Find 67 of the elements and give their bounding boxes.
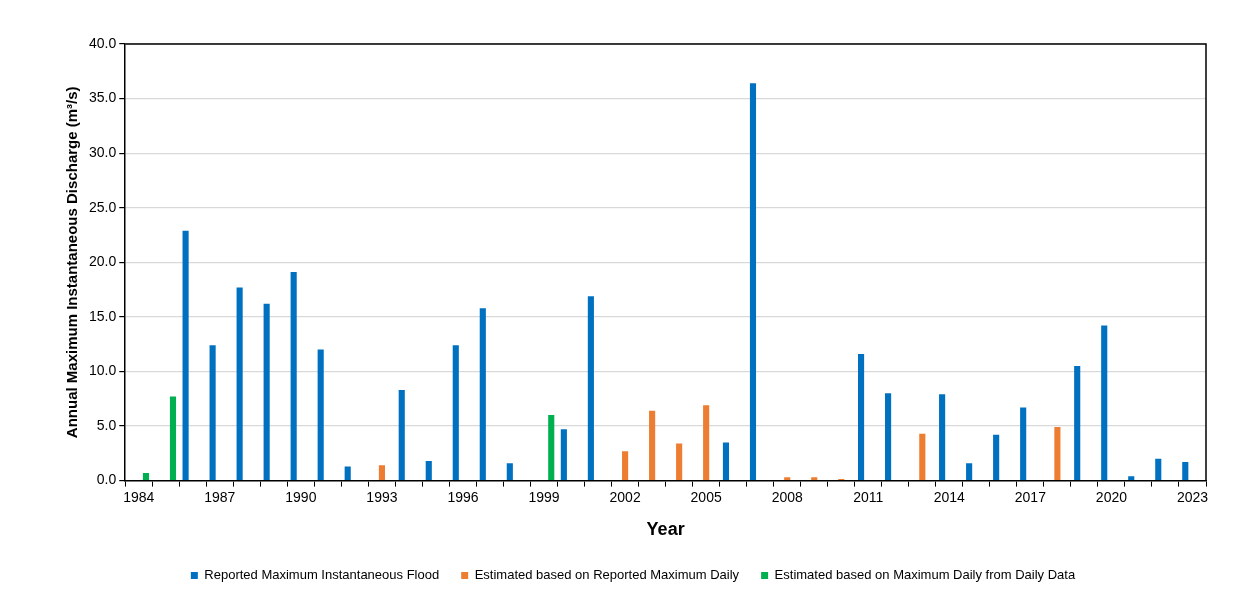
bar <box>344 466 351 480</box>
x-tick-label: 2014 <box>933 488 966 505</box>
bar <box>722 442 730 480</box>
bar <box>649 410 656 480</box>
bar <box>236 287 243 480</box>
bar <box>811 477 818 480</box>
y-tick-label: 30.0 <box>89 144 117 161</box>
bar <box>169 396 177 480</box>
bar <box>993 434 1000 480</box>
bar <box>1155 458 1162 480</box>
bar <box>263 303 270 480</box>
y-tick-label: 35.0 <box>89 89 117 106</box>
bar <box>398 390 405 480</box>
bar <box>676 443 683 480</box>
y-tick-label: 20.0 <box>89 253 117 270</box>
bar <box>587 296 594 480</box>
bar <box>966 463 973 480</box>
bar <box>506 463 513 480</box>
x-tick-label: 1993 <box>366 488 398 505</box>
x-tick-label: 2017 <box>1014 488 1047 505</box>
bar <box>749 83 757 480</box>
bar <box>317 349 324 480</box>
y-tick-label: 40.0 <box>89 34 117 51</box>
bar <box>939 394 946 480</box>
x-tick-label: 1984 <box>123 488 155 505</box>
bar <box>425 460 432 480</box>
x-tick-label: 2005 <box>690 488 722 505</box>
x-tick-label: 1990 <box>285 488 317 505</box>
bar <box>885 393 892 480</box>
bar <box>142 472 150 480</box>
bar <box>1128 476 1135 480</box>
y-tick-label: 10.0 <box>89 362 117 379</box>
bar <box>784 477 791 480</box>
bar <box>919 433 926 480</box>
bar <box>1101 325 1108 480</box>
bar <box>1054 427 1061 480</box>
bar <box>182 230 189 480</box>
y-axis-title: Annual Maximum Instantaneous Discharge (m³/s) <box>63 86 81 439</box>
bar <box>1074 365 1081 480</box>
y-tick-label: 15.0 <box>89 307 117 324</box>
x-tick-label: 2011 <box>853 488 884 505</box>
legend-label: Estimated based on Reported Maximum Daily <box>474 567 740 583</box>
y-tick-label: 0.0 <box>96 471 117 488</box>
x-tick-label: 1987 <box>204 488 236 505</box>
bar <box>548 415 555 480</box>
bar <box>378 465 385 480</box>
legend-label: Reported Maximum Instantaneous Flood <box>204 567 440 583</box>
x-axis-title: Year <box>646 519 685 540</box>
x-tick-label: 2020 <box>1095 488 1128 505</box>
y-tick-label: 25.0 <box>89 198 117 215</box>
x-tick-label: 1999 <box>528 488 560 505</box>
bar <box>1020 407 1027 480</box>
bar <box>290 272 297 480</box>
x-tick-label: 1996 <box>447 488 479 505</box>
bar <box>622 451 629 480</box>
bar <box>703 405 710 480</box>
bar <box>1182 462 1189 480</box>
bar <box>479 308 486 480</box>
bar <box>858 353 865 480</box>
y-tick-label: 5.0 <box>96 416 117 433</box>
x-tick-label: 2008 <box>771 488 803 505</box>
bar <box>452 345 459 480</box>
bar <box>209 345 216 480</box>
bar <box>560 429 567 480</box>
x-tick-label: 2023 <box>1176 488 1209 505</box>
legend-label: Estimated based on Maximum Daily from Daily Data <box>774 567 1076 583</box>
x-tick-label: 2002 <box>609 488 641 505</box>
